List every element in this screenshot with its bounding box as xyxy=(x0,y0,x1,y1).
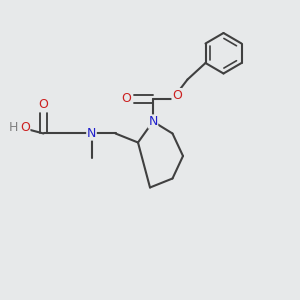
Text: O: O xyxy=(121,92,131,106)
Text: O: O xyxy=(39,98,48,112)
Text: O: O xyxy=(20,121,30,134)
Text: O: O xyxy=(172,88,182,102)
Text: N: N xyxy=(148,115,158,128)
Text: H: H xyxy=(9,121,18,134)
Text: N: N xyxy=(87,127,96,140)
